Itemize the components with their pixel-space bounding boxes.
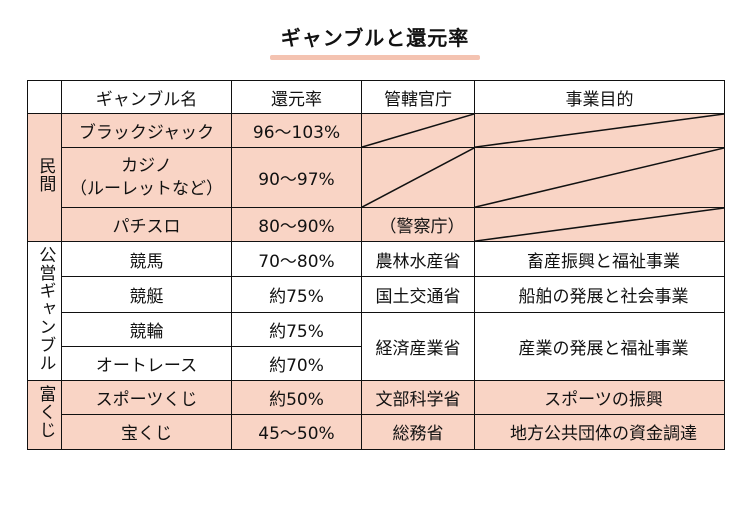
diagonal-line <box>475 114 724 147</box>
cell-purpose-empty <box>474 207 725 243</box>
cell-rate: 45〜50% <box>231 413 362 451</box>
table-row: 民間 ブラックジャック 96〜103% <box>27 113 725 243</box>
table-row: 競輪 約75% 経済産業省 産業の発展と福祉事業 <box>28 311 725 381</box>
table-row: 富くじ スポーツくじ 約50% 文部科学省 スポーツの振興 <box>27 379 725 451</box>
cell-name: スポーツくじ <box>61 379 232 415</box>
title-underline <box>270 55 480 60</box>
cell-agency-empty <box>361 113 475 149</box>
cell-rate: 70〜80% <box>231 241 362 278</box>
header-corner <box>27 79 62 115</box>
title-text: ギャンブルと還元率 <box>280 26 470 50</box>
gambling-return-table: ギャンブル名 還元率 管轄官庁 事業目的 民間 ブラックジャック 96〜103%… <box>27 79 725 451</box>
cell-agency: 国土交通省 <box>361 276 475 313</box>
page-title: ギャンブルと還元率 <box>0 22 750 60</box>
group-label-private: 民間 <box>27 113 62 243</box>
cell-agency: 文部科学省 <box>361 379 475 415</box>
cell-agency: （警察庁） <box>361 207 475 243</box>
header-row: ギャンブル名 還元率 管轄官庁 事業目的 <box>27 79 725 115</box>
cell-purpose: 畜産振興と福祉事業 <box>474 241 725 278</box>
cell-rate: 約75% <box>231 276 362 313</box>
cell-purpose: 船舶の発展と社会事業 <box>474 276 725 313</box>
table-row: 公営ギャンブル 競馬 70〜80% 農林水産省 畜産振興と福祉事業 <box>27 241 725 381</box>
cell-name: 競艇 <box>61 276 232 313</box>
group-label-public: 公営ギャンブル <box>27 241 62 381</box>
cell-rate: 約50% <box>231 379 362 415</box>
cell-purpose: スポーツの振興 <box>474 379 725 415</box>
cell-name: 競馬 <box>61 241 232 278</box>
table-row: 競艇 約75% 国土交通省 船舶の発展と社会事業 <box>28 276 725 313</box>
cell-purpose: 地方公共団体の資金調達 <box>474 413 725 451</box>
cell-name: カジノ （ルーレットなど） <box>61 147 232 209</box>
diagonal-line <box>362 114 474 147</box>
cell-purpose: 産業の発展と福祉事業 <box>474 311 725 381</box>
cell-rate: 96〜103% <box>231 113 362 149</box>
cell-agency: 経済産業省 <box>361 311 475 381</box>
cell-name-line2: （ルーレットなど） <box>70 178 223 199</box>
group-text-lottery: 富くじ <box>35 385 56 440</box>
cell-name-line1: カジノ <box>121 155 172 176</box>
group-text-public: 公営ギャンブル <box>35 245 56 372</box>
cell-purpose-empty <box>474 147 725 209</box>
cell-name: ブラックジャック <box>61 113 232 149</box>
table-row: カジノ （ルーレットなど） 90〜97% <box>28 147 725 209</box>
header-agency: 管轄官庁 <box>361 79 475 115</box>
cell-purpose-empty <box>474 113 725 149</box>
cell-name: 競輪 <box>61 311 232 347</box>
cell-rate: 80〜90% <box>231 207 362 243</box>
cell-agency: 農林水産省 <box>361 241 475 278</box>
cell-name: 宝くじ <box>61 413 232 451</box>
group-label-lottery: 富くじ <box>27 379 62 451</box>
group-text-private: 民間 <box>35 157 56 194</box>
table-row: 宝くじ 45〜50% 総務省 地方公共団体の資金調達 <box>28 413 725 451</box>
cell-agency: 総務省 <box>361 413 475 451</box>
table-row: パチスロ 80〜90% （警察庁） <box>28 207 725 243</box>
header-name: ギャンブル名 <box>61 79 232 115</box>
table-row: オートレース 約70% <box>28 345 725 381</box>
header-purpose: 事業目的 <box>474 79 725 115</box>
cell-name: パチスロ <box>61 207 232 243</box>
cell-agency-empty <box>361 147 475 209</box>
cell-rate: 約70% <box>231 345 362 381</box>
cell-rate: 約75% <box>231 311 362 347</box>
diagonal-line <box>475 148 724 207</box>
cell-rate: 90〜97% <box>231 147 362 209</box>
diagonal-line <box>362 148 474 207</box>
cell-name: オートレース <box>61 345 232 381</box>
diagonal-line <box>475 208 724 241</box>
header-rate: 還元率 <box>231 79 362 115</box>
